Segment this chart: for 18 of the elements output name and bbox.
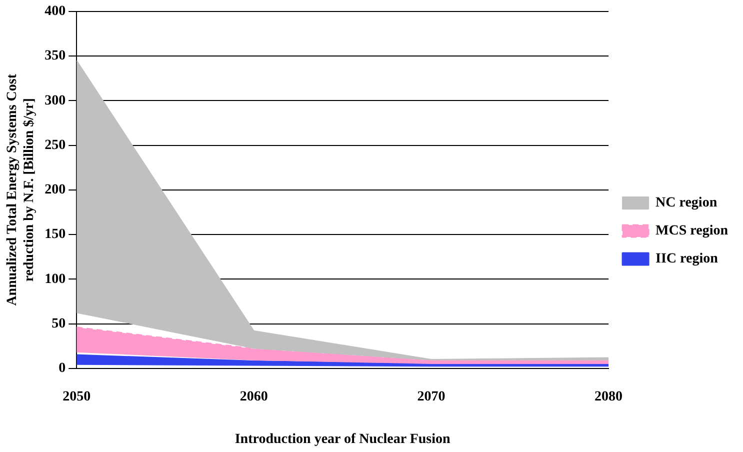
y-tick-label: 200 [44, 182, 66, 198]
x-tick-label: 2060 [240, 389, 268, 404]
y-tick-label: 250 [44, 138, 66, 153]
y-tick-label: 100 [44, 272, 66, 287]
legend-label: IIC region [656, 252, 718, 267]
y-tick-label: 350 [44, 48, 66, 64]
legend-label: MCS region [656, 224, 728, 239]
x-tick-label: 2050 [62, 389, 91, 404]
y-tick-label: 0 [58, 361, 66, 376]
x-tick-label: 2080 [594, 389, 623, 404]
y-axis-title: Annualized Total Energy Systems Cost reduction by N.F. [Billion $/yr] [5, 74, 37, 306]
y-tick-label: 50 [52, 316, 66, 332]
legend-label: NC region [656, 196, 718, 211]
y-tick-label: 150 [44, 227, 66, 242]
x-axis-title: Introduction year of Nuclear Fusion [234, 432, 451, 448]
y-tick-label: 400 [44, 4, 66, 20]
y-tick-label: 300 [44, 93, 66, 108]
x-tick-label: 2070 [417, 389, 446, 404]
